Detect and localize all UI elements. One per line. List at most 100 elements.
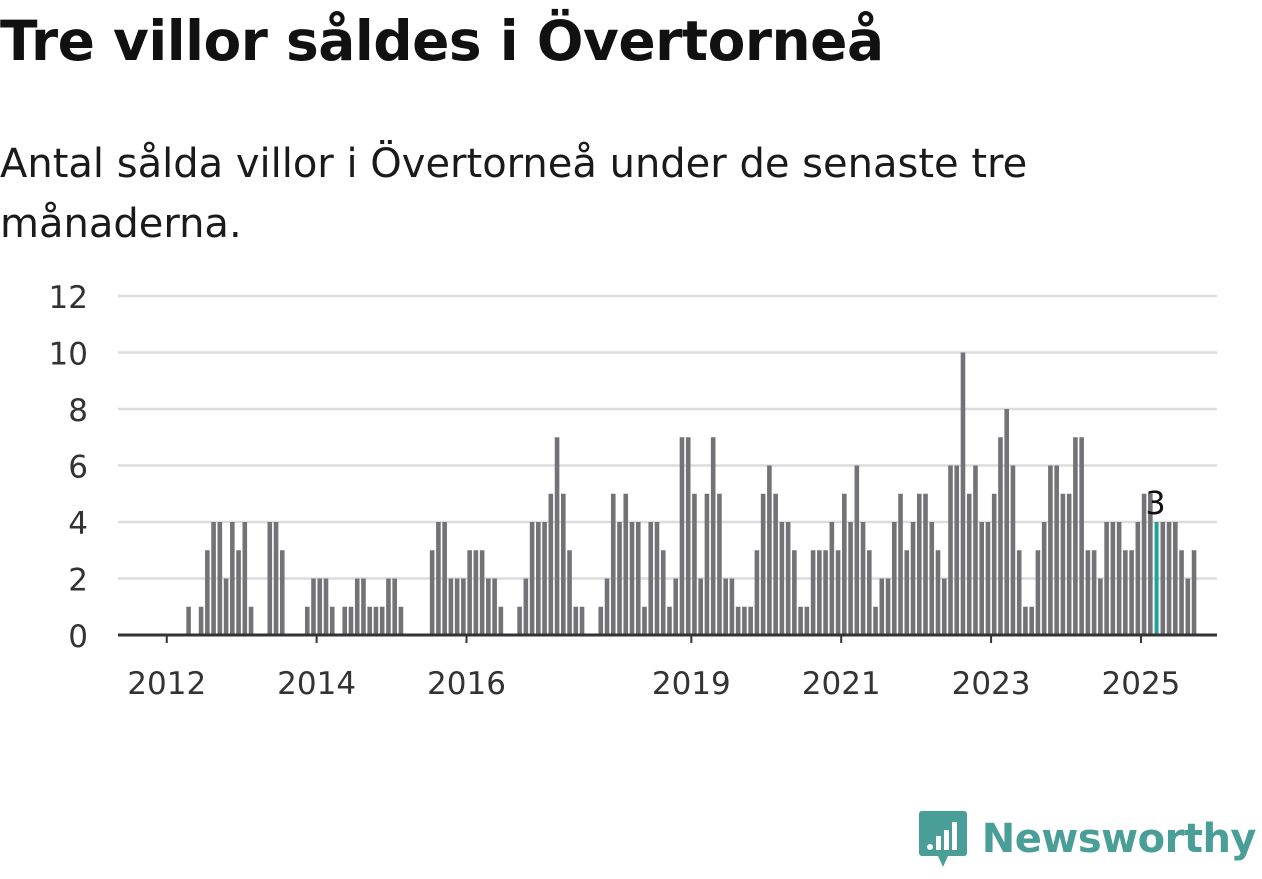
- bar: [367, 606, 373, 635]
- bar: [710, 437, 716, 635]
- bar: [1123, 550, 1128, 635]
- x-tick-label: 2021: [802, 666, 881, 702]
- bar: [1004, 409, 1009, 635]
- bar: [810, 550, 816, 635]
- bar: [804, 606, 810, 635]
- bar: [398, 606, 404, 635]
- chart-title: Tre villor såldes i Övertorneå: [0, 9, 884, 73]
- bar: [329, 606, 335, 635]
- bar: [735, 606, 741, 635]
- bar: [792, 550, 797, 635]
- bar: [998, 437, 1003, 635]
- bar: [523, 578, 529, 635]
- bar: [779, 522, 785, 635]
- y-tick-label: 10: [49, 337, 88, 373]
- bar: [479, 550, 485, 635]
- bar: [860, 522, 866, 635]
- bar: [916, 493, 922, 635]
- bar: [941, 578, 947, 635]
- bar: [760, 493, 766, 635]
- bar: [198, 606, 204, 635]
- bar: [923, 493, 928, 635]
- x-axis-tick-labels: 2012 2014 2016 2019 2021 2023 2025: [127, 666, 1180, 702]
- bars: [186, 352, 1197, 635]
- newsworthy-logo: Newsworthy: [918, 809, 1257, 869]
- bar: [1098, 578, 1103, 635]
- bar: [1160, 522, 1166, 635]
- bar: [692, 493, 697, 635]
- bar: [1135, 522, 1141, 635]
- bar: [904, 550, 910, 635]
- bar: [635, 522, 641, 635]
- bar: [529, 522, 535, 635]
- x-tick-label: 2023: [952, 666, 1031, 702]
- bar: [679, 437, 685, 635]
- bar: [1066, 493, 1072, 635]
- bar: [685, 437, 691, 635]
- bar: [567, 550, 572, 635]
- bar: [1104, 522, 1109, 635]
- bar: [492, 578, 497, 635]
- bar: [429, 550, 435, 635]
- bar: [954, 465, 960, 635]
- bar: [373, 606, 379, 635]
- bar: [392, 578, 397, 635]
- bar: [579, 606, 585, 635]
- bar: [1085, 550, 1091, 635]
- bar: [1185, 578, 1191, 635]
- bar: [1023, 606, 1028, 635]
- bar: [617, 522, 622, 635]
- bar: [217, 522, 223, 635]
- bar: [317, 578, 323, 635]
- bar: [773, 493, 778, 635]
- bar: [242, 522, 248, 635]
- bar: [248, 606, 254, 635]
- bar: [673, 578, 679, 635]
- bar: [910, 522, 916, 635]
- bar: [785, 522, 791, 635]
- bar: [660, 550, 666, 635]
- brand-name: Newsworthy: [981, 816, 1257, 862]
- y-axis-tick-labels: 0 2 4 6 8 10 12: [49, 280, 88, 655]
- bar: [798, 606, 803, 635]
- bar: [461, 578, 466, 635]
- bar: [885, 578, 891, 635]
- bar: [267, 522, 273, 635]
- bar: [729, 578, 735, 635]
- bar: [1010, 465, 1016, 635]
- bar: [1110, 522, 1116, 635]
- annotations: 3: [1145, 484, 1165, 522]
- x-tick-label: 2016: [427, 666, 506, 702]
- bar: [979, 522, 985, 635]
- bar: [304, 606, 310, 635]
- bar: [848, 522, 853, 635]
- bar-latest: [1154, 522, 1159, 635]
- bar: [1129, 550, 1134, 635]
- y-tick-label: 6: [68, 450, 88, 486]
- bar: [498, 606, 504, 635]
- bar: [742, 606, 747, 635]
- bar: [1191, 550, 1197, 635]
- bar: [536, 522, 541, 635]
- bar: [467, 550, 472, 635]
- bar: [829, 522, 835, 635]
- bar: [1179, 550, 1184, 635]
- bar: [898, 493, 903, 635]
- bar: [966, 493, 972, 635]
- bar: [323, 578, 329, 635]
- bar: [348, 606, 354, 635]
- bar: [698, 578, 703, 635]
- bar: [1054, 465, 1059, 635]
- bar: [1041, 522, 1047, 635]
- bar: [1079, 437, 1084, 635]
- x-tick-label: 2025: [1102, 666, 1181, 702]
- bar: [436, 522, 441, 635]
- bar: [186, 606, 191, 635]
- bar: [342, 606, 348, 635]
- x-tick-label: 2014: [277, 666, 356, 702]
- bar: [473, 550, 479, 635]
- bar: [486, 578, 491, 635]
- bar: [542, 522, 547, 635]
- bar: [273, 522, 279, 635]
- bar: [867, 550, 872, 635]
